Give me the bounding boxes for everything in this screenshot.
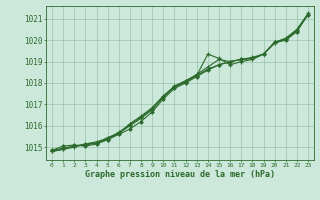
X-axis label: Graphe pression niveau de la mer (hPa): Graphe pression niveau de la mer (hPa) — [85, 170, 275, 179]
